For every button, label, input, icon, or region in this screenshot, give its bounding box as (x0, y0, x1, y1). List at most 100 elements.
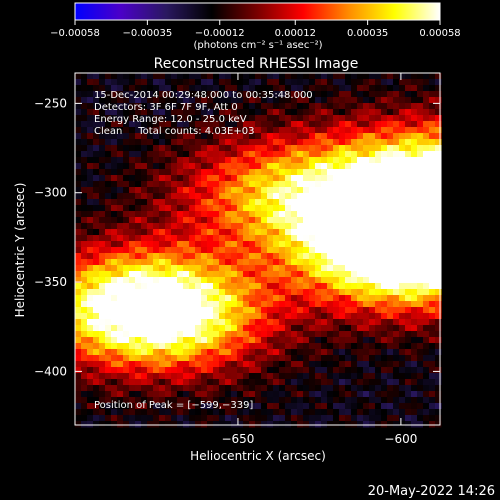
heatmap-cell (183, 91, 190, 98)
heatmap-cell (147, 205, 154, 212)
heatmap-cell (375, 343, 382, 350)
heatmap-cell (123, 265, 130, 272)
heatmap-cell (81, 295, 88, 302)
heatmap-cell (165, 73, 172, 80)
heatmap-cell (261, 415, 268, 422)
heatmap-cell (405, 403, 412, 410)
heatmap-cell (417, 331, 424, 338)
heatmap-cell (399, 343, 406, 350)
heatmap-cell (429, 355, 436, 362)
heatmap-cell (357, 193, 364, 200)
heatmap-cell (105, 139, 112, 146)
heatmap-cell (165, 331, 172, 338)
heatmap-cell (357, 103, 364, 110)
heatmap-cell (141, 421, 148, 428)
heatmap-cell (141, 193, 148, 200)
heatmap-cell (117, 313, 124, 320)
heatmap-cell (189, 85, 196, 92)
heatmap-cell (423, 115, 430, 122)
heatmap-cell (297, 169, 304, 176)
heatmap-cell (309, 139, 316, 146)
heatmap-cell (387, 319, 394, 326)
heatmap-cell (249, 193, 256, 200)
heatmap-cell (249, 145, 256, 152)
heatmap-cell (303, 193, 310, 200)
heatmap-cell (417, 235, 424, 242)
heatmap-cell (393, 253, 400, 260)
heatmap-cell (243, 175, 250, 182)
heatmap-cell (237, 349, 244, 356)
heatmap-cell (255, 145, 262, 152)
heatmap-cell (345, 367, 352, 374)
heatmap-cell (375, 205, 382, 212)
heatmap-cell (285, 79, 292, 86)
heatmap-cell (153, 169, 160, 176)
heatmap-cell (435, 175, 442, 182)
heatmap-cell (219, 127, 226, 134)
heatmap-cell (381, 217, 388, 224)
heatmap-cell (153, 127, 160, 134)
heatmap-cell (339, 319, 346, 326)
heatmap-cell (339, 103, 346, 110)
heatmap-cell (219, 181, 226, 188)
heatmap-cell (129, 277, 136, 284)
heatmap-cell (219, 235, 226, 242)
heatmap-cell (321, 73, 328, 80)
heatmap-cell (393, 355, 400, 362)
heatmap-cell (147, 145, 154, 152)
heatmap-cell (291, 349, 298, 356)
heatmap-cell (393, 187, 400, 194)
heatmap-cell (297, 181, 304, 188)
heatmap-cell (99, 253, 106, 260)
heatmap-cell (117, 295, 124, 302)
heatmap-cell (291, 253, 298, 260)
heatmap-cell (135, 265, 142, 272)
colorbar (74, 2, 441, 21)
heatmap-cell (345, 73, 352, 80)
heatmap-cell (93, 295, 100, 302)
heatmap-cell (315, 379, 322, 386)
heatmap-cell (417, 145, 424, 152)
heatmap-cell (141, 211, 148, 218)
heatmap-cell (87, 217, 94, 224)
heatmap-cell (345, 127, 352, 134)
heatmap-cell (225, 403, 232, 410)
heatmap-cell (435, 85, 442, 92)
heatmap-cell (87, 421, 94, 428)
heatmap-cell (123, 379, 130, 386)
heatmap-cell (381, 229, 388, 236)
heatmap-cell (81, 109, 88, 116)
heatmap-cell (273, 355, 280, 362)
heatmap-cell (345, 175, 352, 182)
heatmap-cell (327, 193, 334, 200)
heatmap-cell (99, 103, 106, 110)
heatmap-cell (309, 151, 316, 158)
heatmap-cell (345, 373, 352, 380)
heatmap-cell (75, 295, 82, 302)
heatmap-cell (363, 115, 370, 122)
heatmap-cell (345, 355, 352, 362)
heatmap-cell (243, 289, 250, 296)
heatmap-cell (147, 307, 154, 314)
heatmap-cell (393, 85, 400, 92)
heatmap-cell (261, 211, 268, 218)
heatmap-cell (339, 211, 346, 218)
heatmap-cell (333, 277, 340, 284)
heatmap-cell (135, 115, 142, 122)
heatmap-cell (183, 337, 190, 344)
heatmap-cell (405, 271, 412, 278)
heatmap-cell (249, 97, 256, 104)
heatmap-cell (105, 301, 112, 308)
heatmap-cell (195, 313, 202, 320)
heatmap-cell (309, 283, 316, 290)
heatmap-cell (141, 169, 148, 176)
heatmap-cell (339, 91, 346, 98)
heatmap-cell (183, 307, 190, 314)
heatmap-cell (99, 211, 106, 218)
heatmap-cell (225, 193, 232, 200)
heatmap-cell (369, 409, 376, 416)
heatmap-cell (315, 265, 322, 272)
heatmap-cell (327, 205, 334, 212)
heatmap-cell (141, 85, 148, 92)
heatmap-cell (75, 223, 82, 230)
